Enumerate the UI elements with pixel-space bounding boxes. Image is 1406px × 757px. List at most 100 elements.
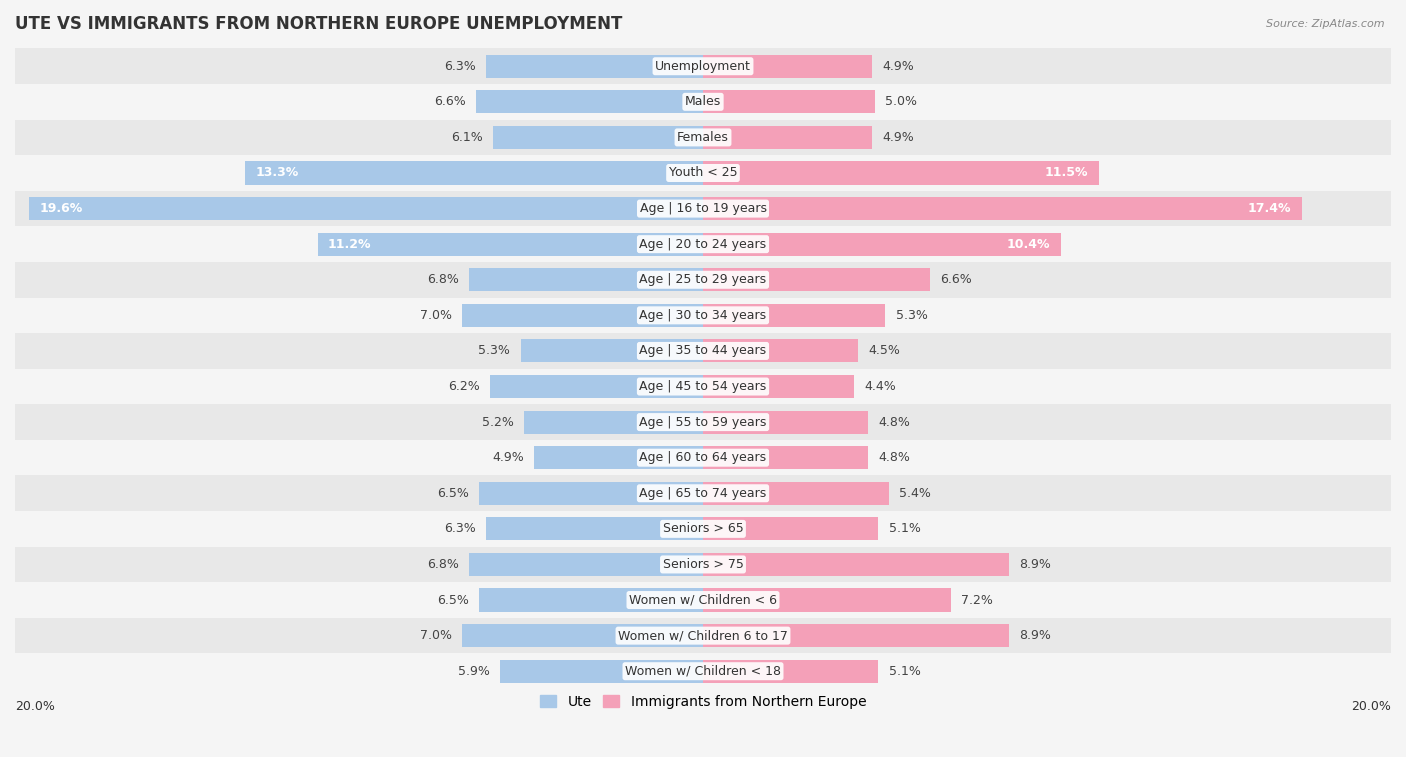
- Bar: [479, 588, 703, 612]
- Bar: [703, 55, 872, 78]
- Bar: [486, 55, 703, 78]
- Text: Age | 20 to 24 years: Age | 20 to 24 years: [640, 238, 766, 251]
- Bar: [494, 126, 703, 149]
- Bar: [703, 90, 875, 114]
- Bar: [470, 268, 703, 291]
- Bar: [463, 624, 703, 647]
- Text: 11.2%: 11.2%: [328, 238, 371, 251]
- Text: 5.3%: 5.3%: [478, 344, 510, 357]
- Bar: [703, 126, 872, 149]
- Text: 4.8%: 4.8%: [879, 451, 910, 464]
- Text: 5.2%: 5.2%: [482, 416, 513, 428]
- Bar: [703, 588, 950, 612]
- Text: 4.5%: 4.5%: [868, 344, 900, 357]
- Bar: [703, 410, 868, 434]
- Bar: [520, 339, 703, 363]
- Bar: [703, 517, 879, 540]
- Bar: [463, 304, 703, 327]
- Bar: [15, 120, 1391, 155]
- Text: Age | 65 to 74 years: Age | 65 to 74 years: [640, 487, 766, 500]
- Bar: [318, 232, 703, 256]
- Text: Age | 45 to 54 years: Age | 45 to 54 years: [640, 380, 766, 393]
- Text: 5.4%: 5.4%: [898, 487, 931, 500]
- Text: 7.0%: 7.0%: [420, 309, 451, 322]
- Bar: [470, 553, 703, 576]
- Bar: [15, 226, 1391, 262]
- Text: 6.8%: 6.8%: [427, 558, 458, 571]
- Text: Women w/ Children < 18: Women w/ Children < 18: [626, 665, 780, 678]
- Bar: [15, 511, 1391, 547]
- Text: 10.4%: 10.4%: [1007, 238, 1050, 251]
- Bar: [489, 375, 703, 398]
- Text: 7.2%: 7.2%: [960, 593, 993, 606]
- Bar: [15, 155, 1391, 191]
- Bar: [534, 446, 703, 469]
- Bar: [703, 268, 929, 291]
- Bar: [15, 84, 1391, 120]
- Text: Youth < 25: Youth < 25: [669, 167, 737, 179]
- Text: Age | 16 to 19 years: Age | 16 to 19 years: [640, 202, 766, 215]
- Text: 20.0%: 20.0%: [15, 699, 55, 712]
- Text: 11.5%: 11.5%: [1045, 167, 1088, 179]
- Bar: [15, 475, 1391, 511]
- Bar: [501, 659, 703, 683]
- Text: 5.9%: 5.9%: [458, 665, 489, 678]
- Bar: [15, 369, 1391, 404]
- Text: 6.5%: 6.5%: [437, 487, 470, 500]
- Bar: [15, 298, 1391, 333]
- Bar: [703, 304, 886, 327]
- Bar: [703, 161, 1098, 185]
- Text: Unemployment: Unemployment: [655, 60, 751, 73]
- Bar: [15, 191, 1391, 226]
- Text: Seniors > 75: Seniors > 75: [662, 558, 744, 571]
- Text: 5.0%: 5.0%: [886, 95, 917, 108]
- Text: 6.3%: 6.3%: [444, 522, 477, 535]
- Text: 17.4%: 17.4%: [1247, 202, 1291, 215]
- Text: Women w/ Children 6 to 17: Women w/ Children 6 to 17: [619, 629, 787, 642]
- Bar: [15, 333, 1391, 369]
- Bar: [15, 262, 1391, 298]
- Text: 20.0%: 20.0%: [1351, 699, 1391, 712]
- Bar: [703, 197, 1302, 220]
- Bar: [15, 48, 1391, 84]
- Text: 6.6%: 6.6%: [941, 273, 972, 286]
- Text: 6.5%: 6.5%: [437, 593, 470, 606]
- Text: UTE VS IMMIGRANTS FROM NORTHERN EUROPE UNEMPLOYMENT: UTE VS IMMIGRANTS FROM NORTHERN EUROPE U…: [15, 15, 623, 33]
- Bar: [15, 618, 1391, 653]
- Text: Age | 35 to 44 years: Age | 35 to 44 years: [640, 344, 766, 357]
- Bar: [477, 90, 703, 114]
- Bar: [703, 624, 1010, 647]
- Text: Women w/ Children < 6: Women w/ Children < 6: [628, 593, 778, 606]
- Text: Females: Females: [678, 131, 728, 144]
- Bar: [524, 410, 703, 434]
- Text: 4.9%: 4.9%: [882, 60, 914, 73]
- Text: 4.8%: 4.8%: [879, 416, 910, 428]
- Bar: [703, 446, 868, 469]
- Text: 5.1%: 5.1%: [889, 522, 921, 535]
- Text: Males: Males: [685, 95, 721, 108]
- Text: Age | 55 to 59 years: Age | 55 to 59 years: [640, 416, 766, 428]
- Bar: [703, 553, 1010, 576]
- Bar: [486, 517, 703, 540]
- Text: 7.0%: 7.0%: [420, 629, 451, 642]
- Text: 6.1%: 6.1%: [451, 131, 482, 144]
- Bar: [703, 481, 889, 505]
- Text: 8.9%: 8.9%: [1019, 558, 1052, 571]
- Text: 6.2%: 6.2%: [447, 380, 479, 393]
- Bar: [703, 659, 879, 683]
- Text: Age | 60 to 64 years: Age | 60 to 64 years: [640, 451, 766, 464]
- Text: 6.6%: 6.6%: [434, 95, 465, 108]
- Bar: [246, 161, 703, 185]
- Text: Seniors > 65: Seniors > 65: [662, 522, 744, 535]
- Text: Source: ZipAtlas.com: Source: ZipAtlas.com: [1267, 19, 1385, 29]
- Text: 6.3%: 6.3%: [444, 60, 477, 73]
- Text: 6.8%: 6.8%: [427, 273, 458, 286]
- Text: 5.1%: 5.1%: [889, 665, 921, 678]
- Bar: [703, 232, 1060, 256]
- Bar: [15, 440, 1391, 475]
- Bar: [15, 547, 1391, 582]
- Bar: [15, 582, 1391, 618]
- Legend: Ute, Immigrants from Northern Europe: Ute, Immigrants from Northern Europe: [534, 689, 872, 714]
- Bar: [28, 197, 703, 220]
- Bar: [15, 404, 1391, 440]
